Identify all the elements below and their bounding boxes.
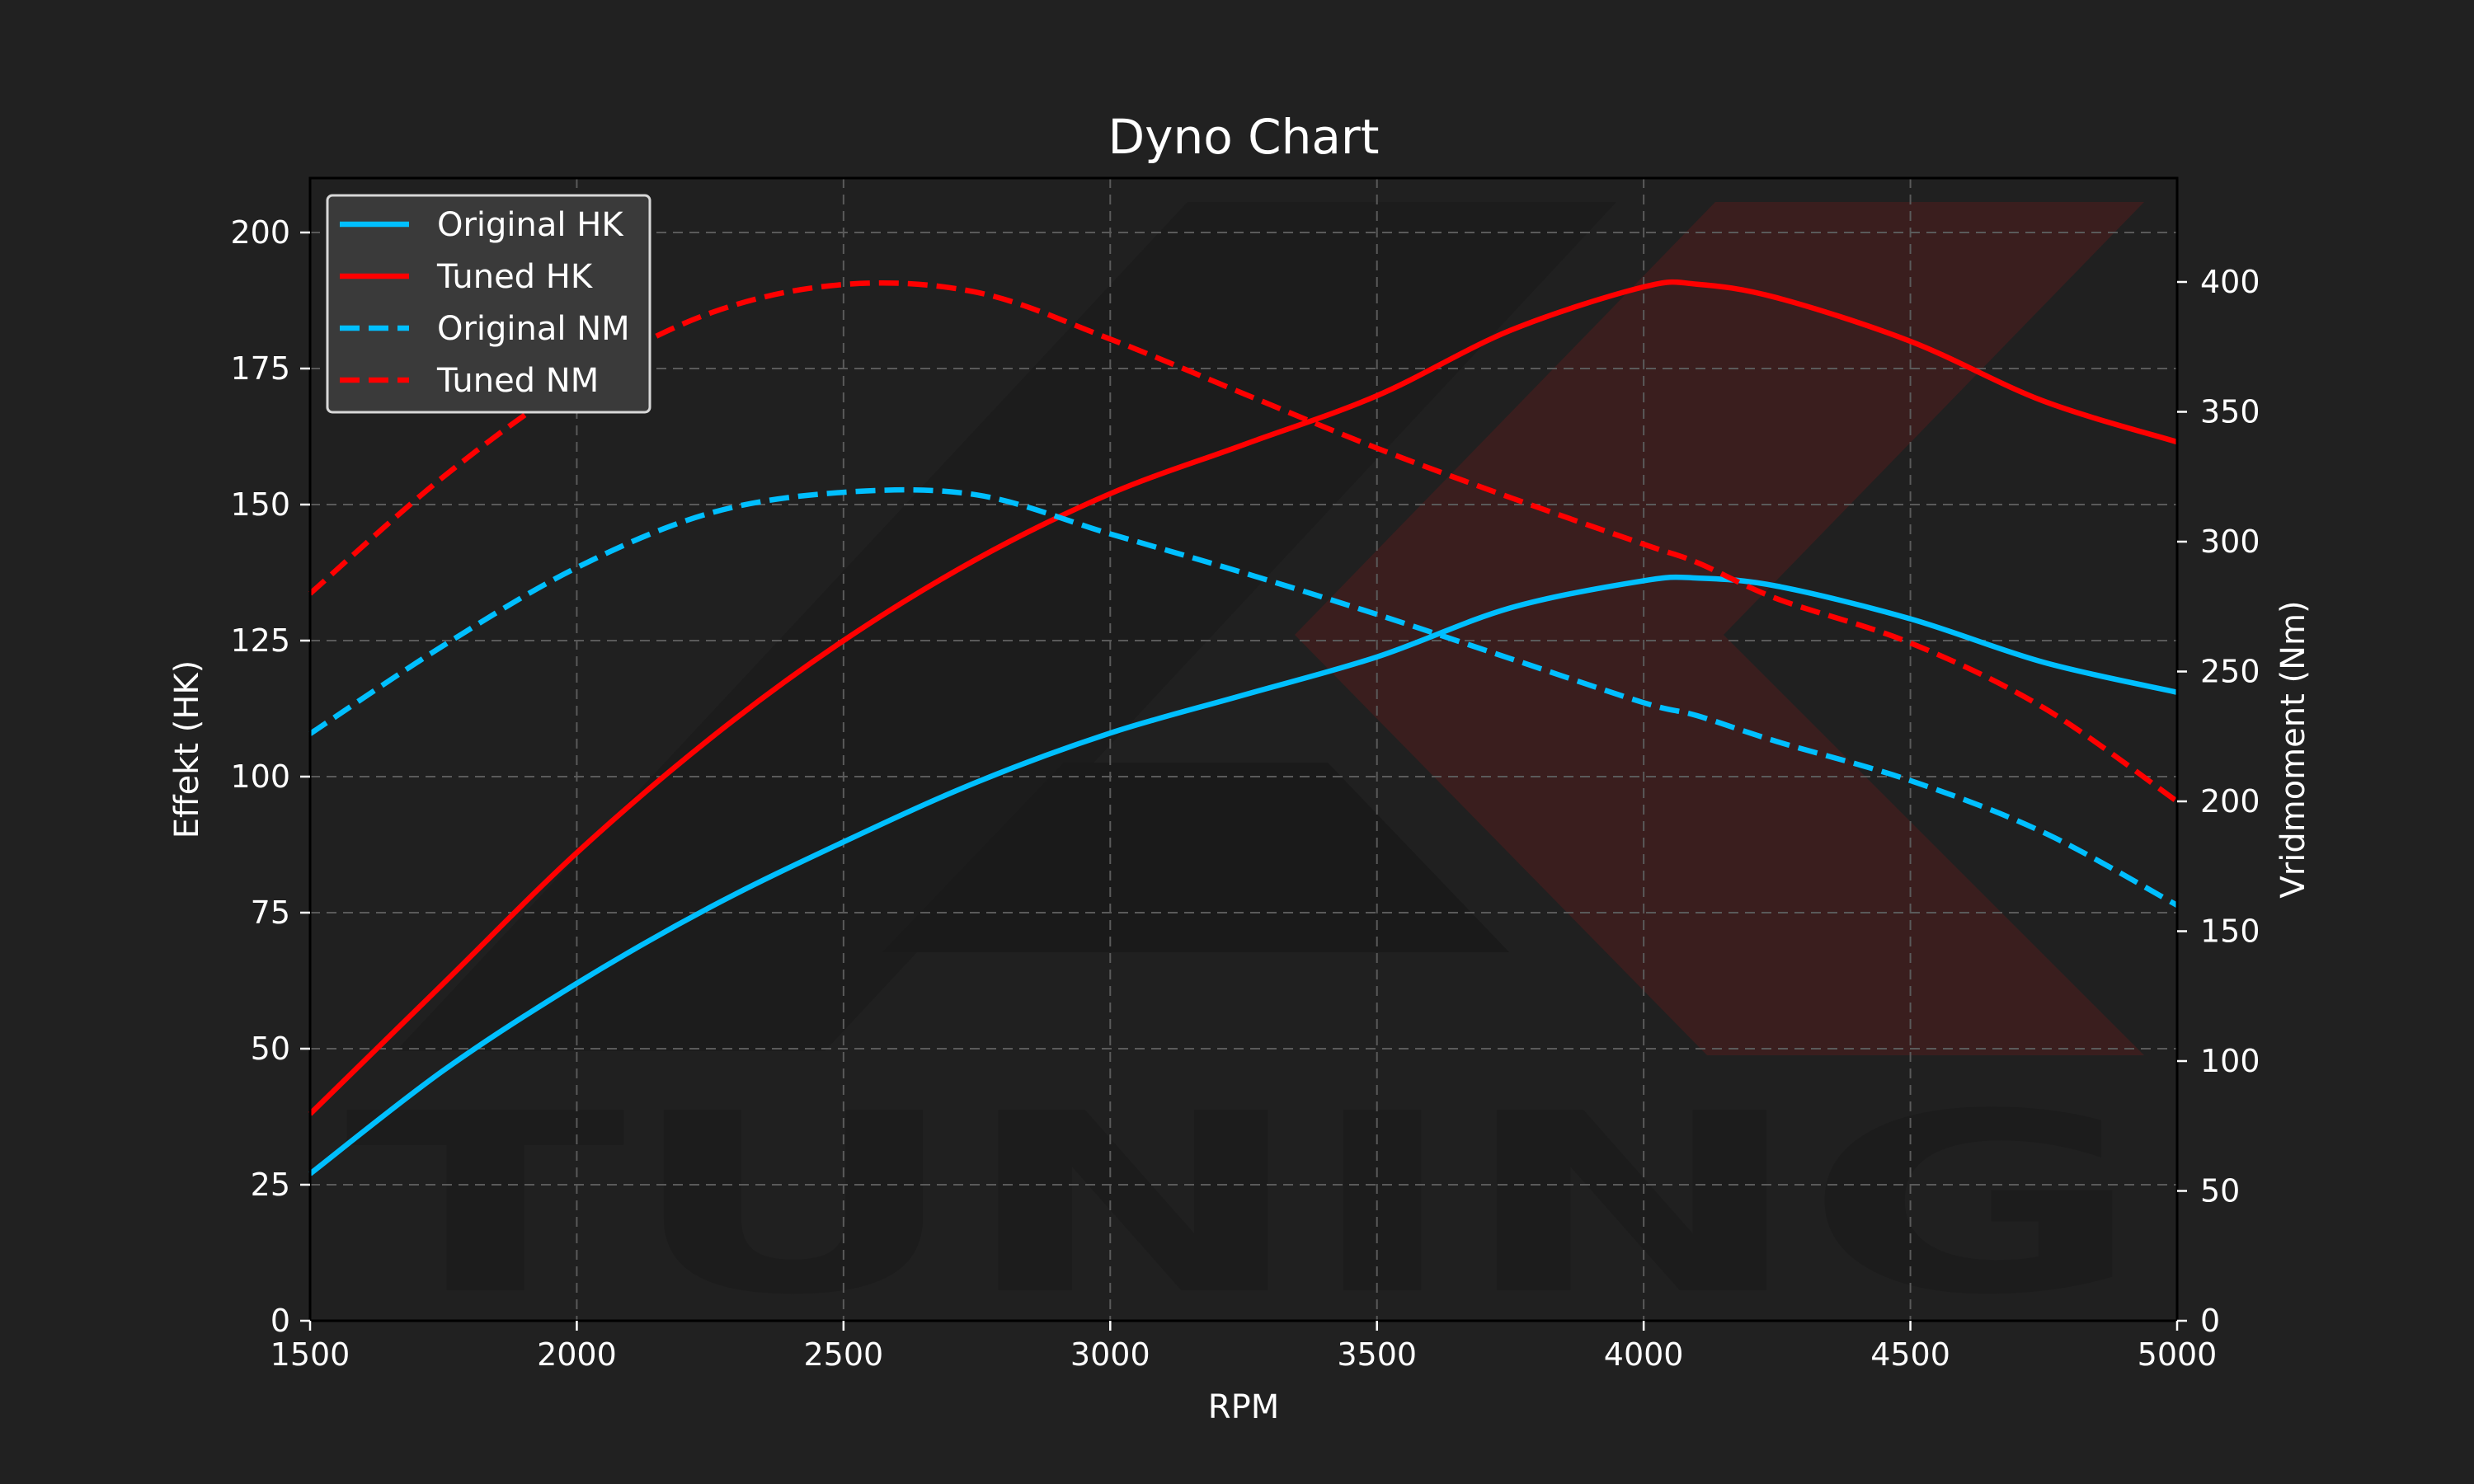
watermark-text: TUNING xyxy=(345,1061,2142,1349)
y-tick-label-left: 75 xyxy=(251,895,290,931)
x-tick-label: 4500 xyxy=(1870,1336,1950,1373)
y-tick-label-left: 50 xyxy=(251,1031,290,1067)
legend: Original HK Tuned HK Original NM Tuned NM xyxy=(326,194,651,414)
y-tick-label-left: 100 xyxy=(230,758,290,795)
x-tick-label: 3500 xyxy=(1337,1336,1417,1373)
y-tick-label-right: 350 xyxy=(2200,394,2260,430)
plot-frame xyxy=(308,176,2179,1322)
y-tick-label-left: 175 xyxy=(230,350,290,387)
x-tick-label: 4000 xyxy=(1604,1336,1684,1373)
x-tick-label: 2500 xyxy=(803,1336,883,1373)
chart-title: Dyno Chart xyxy=(1108,109,1379,165)
x-tick-label: 5000 xyxy=(2138,1336,2218,1373)
x-tick-label: 3000 xyxy=(1070,1336,1150,1373)
x-tick-label: 1500 xyxy=(270,1336,350,1373)
legend-label-tuned-hk: Tuned HK xyxy=(436,258,594,296)
y-tick-label-left: 200 xyxy=(230,214,290,251)
y-tick-label-left: 125 xyxy=(230,622,290,659)
watermark-left-stripe xyxy=(396,202,1616,1051)
legend-label-tuned-nm: Tuned NM xyxy=(436,362,599,400)
legend-label-original-nm: Original NM xyxy=(437,310,630,348)
y-tick-label-right: 250 xyxy=(2200,654,2260,690)
series-line-original-hk xyxy=(308,574,2178,1176)
watermark: TUNING xyxy=(345,202,2144,1349)
series-line-tuned-hk xyxy=(308,279,2178,1116)
series-line-original-nm xyxy=(308,486,2179,908)
y-axis-label-right: Vridmoment (Nm) xyxy=(2274,600,2312,898)
y-axis-label-left: Effekt (HK) xyxy=(168,660,206,839)
y-tick-label-left: 25 xyxy=(251,1167,290,1203)
y-axis-left: 0 25 50 75 100 125 150 175 200 xyxy=(230,214,310,1339)
y-axis-right: 0 50 100 150 200 250 300 350 400 xyxy=(2177,264,2260,1339)
y-tick-label-right: 300 xyxy=(2200,524,2260,560)
y-tick-label-right: 0 xyxy=(2200,1303,2220,1339)
x-axis-label: RPM xyxy=(1208,1388,1279,1426)
y-tick-label-right: 150 xyxy=(2200,913,2260,950)
y-tick-label-right: 400 xyxy=(2200,264,2260,300)
watermark-red-stripe xyxy=(1295,202,2144,1055)
x-axis: 1500 2000 2500 3000 3500 4000 4500 5000 xyxy=(270,1321,2218,1373)
legend-box xyxy=(326,194,651,414)
y-tick-label-right: 50 xyxy=(2200,1173,2240,1209)
y-tick-label-right: 100 xyxy=(2200,1043,2260,1079)
legend-label-original-hk: Original HK xyxy=(437,206,624,244)
y-tick-label-right: 200 xyxy=(2200,783,2260,819)
y-tick-label-left: 150 xyxy=(230,486,290,523)
y-tick-label-left: 0 xyxy=(270,1303,290,1339)
watermark-a-crossbar xyxy=(882,763,1509,952)
x-tick-label: 2000 xyxy=(537,1336,617,1373)
